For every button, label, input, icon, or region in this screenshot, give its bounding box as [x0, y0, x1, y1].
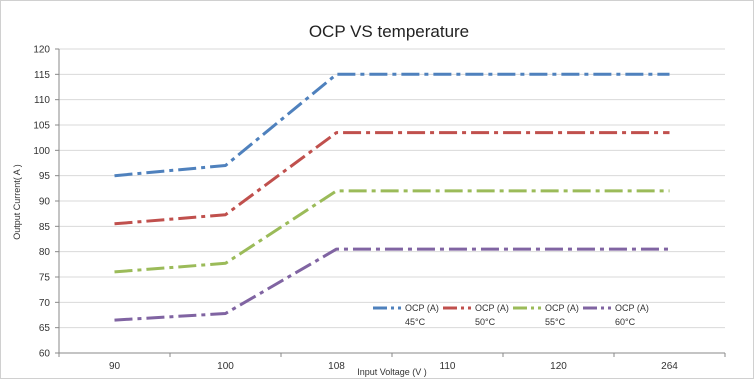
y-tick-label: 105	[33, 121, 50, 132]
legend-label-3: OCP (A)	[545, 303, 579, 313]
y-tick-label: 80	[39, 247, 51, 258]
x-tick-label: 108	[328, 361, 345, 372]
y-tick-label: 65	[39, 323, 51, 334]
gridlines	[59, 48, 725, 329]
legend: OCP (A) 45°C OCP (A) 50°C OCP (A) 55°C OCP (A)…	[373, 303, 649, 327]
y-tick-label: 85	[39, 222, 51, 233]
y-tick-label: 60	[39, 349, 51, 360]
series-lines	[114, 72, 670, 322]
y-tick-label: 120	[33, 45, 50, 56]
y-tick-label: 90	[39, 197, 51, 208]
legend-label-temp-4: 60°C	[615, 317, 636, 327]
y-axis-label: Output Current( A )	[12, 164, 22, 240]
series-line-2	[114, 131, 670, 226]
y-tick-label: 100	[33, 146, 50, 157]
legend-label-2: OCP (A)	[475, 303, 509, 313]
x-tick-label: 120	[550, 361, 567, 372]
x-tick-label: 264	[661, 361, 678, 372]
legend-label-4: OCP (A)	[615, 303, 649, 313]
chart-title: OCP VS temperature	[309, 22, 469, 41]
legend-label-temp-1: 45°C	[405, 317, 426, 327]
legend-label-temp-2: 50°C	[475, 317, 496, 327]
y-tick-label: 110	[34, 95, 50, 106]
series-line-3	[114, 189, 670, 274]
legend-label-temp-3: 55°C	[545, 317, 566, 327]
legend-label-1: OCP (A)	[405, 303, 439, 313]
x-tick-label: 110	[440, 361, 456, 372]
x-tick-label: 100	[217, 361, 234, 372]
series-line-4	[114, 247, 670, 322]
x-axis-label: Input Voltage (V )	[357, 367, 427, 377]
x-tick-label: 90	[109, 361, 121, 372]
x-tick-labels: 90 100 108 110 120 264	[58, 353, 726, 372]
y-tick-label: 75	[39, 273, 51, 284]
y-tick-label: 70	[39, 298, 51, 309]
y-tick-label: 115	[34, 70, 50, 81]
series-line-1	[114, 72, 670, 178]
y-tick-label: 95	[39, 171, 51, 182]
y-tick-labels: 60 65 70 75 80 85 90 95 100 105 110 115 120	[33, 45, 59, 360]
